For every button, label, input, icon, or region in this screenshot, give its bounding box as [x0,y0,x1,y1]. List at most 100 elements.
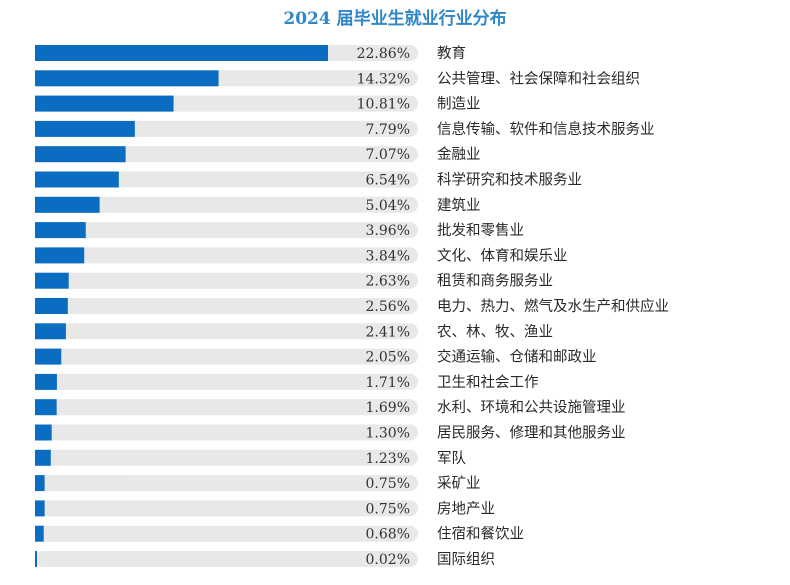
category-label: 建筑业 [437,197,481,214]
data-label: 1.30% [366,426,410,442]
bar-row: 2.56% 电力、热力、燃气及水生产和供应业 [35,297,669,315]
data-label: 0.75% [366,501,410,517]
category-label: 科学研究和技术服务业 [437,172,582,189]
category-label: 信息传输、软件和信息技术服务业 [437,121,655,138]
bar-row: 1.23% 军队 [35,449,466,467]
bar [35,500,45,517]
bar [35,475,45,492]
data-label: 2.05% [366,350,410,366]
bar-track [35,399,418,416]
bar-row: 7.07% 金融业 [35,146,481,163]
bar-row: 2.41% 农、林、牧、渔业 [35,323,553,340]
bar [35,525,44,542]
bar-row: 3.84% 文化、体育和娱乐业 [35,247,568,264]
bar [35,272,69,289]
data-label: 10.81% [357,97,410,113]
bar [35,298,68,314]
bar-row: 2.63% 租赁和商务服务业 [35,272,553,290]
data-label: 7.79% [366,122,410,138]
data-label: 22.86% [357,46,410,62]
bar-track [35,525,418,542]
bar-track [35,449,418,466]
bar [35,551,37,567]
data-label: 1.69% [366,400,410,416]
category-label: 租赁和商务服务业 [437,273,553,290]
bar [35,222,86,239]
bar [35,348,62,365]
bar [35,373,57,390]
bar-row: 0.75% 采矿业 [35,475,481,492]
bar-row: 10.81% 制造业 [35,95,481,113]
bar-track [35,196,418,213]
bar [35,424,52,441]
bar-track [35,373,418,390]
data-label: 7.07% [366,147,410,163]
bar-row: 7.79% 信息传输、软件和信息技术服务业 [35,121,655,138]
bar-row: 6.54% 科学研究和技术服务业 [35,171,582,189]
data-label: 0.02% [366,552,410,568]
bar-track [35,171,418,188]
category-label: 教育 [437,45,466,62]
category-label: 水利、环境和公共设施管理业 [437,398,626,416]
bar-row: 0.75% 房地产业 [35,500,495,517]
data-label: 2.63% [366,274,410,290]
category-label: 交通运输、仓储和邮政业 [437,348,597,366]
bar-row: 0.02% 国际组织 [35,551,495,568]
bar-track [35,222,418,239]
bar-track [35,551,418,567]
category-label: 居民服务、修理和其他服务业 [437,425,626,442]
data-label: 14.32% [357,71,410,87]
category-label: 文化、体育和娱乐业 [437,247,568,264]
bar-row: 2.05% 交通运输、仓储和邮政业 [35,348,597,366]
category-label: 电力、热力、燃气及水生产和供应业 [437,297,669,315]
bar-track [35,500,418,517]
data-label: 3.96% [366,223,410,239]
data-label: 2.41% [366,324,410,340]
category-label: 采矿业 [437,475,481,492]
bar-track [35,146,418,163]
bar-row: 14.32% 公共管理、社会保障和社会组织 [35,69,640,87]
bar-track [35,475,418,492]
bar-track [35,424,418,441]
bar [35,171,119,188]
bar-row: 22.86% 教育 [35,45,466,62]
bar [35,45,328,61]
category-label: 国际组织 [437,551,495,568]
bar [35,449,51,466]
bar [35,70,219,87]
data-label: 6.54% [366,173,410,189]
bar [35,120,135,137]
category-label: 卫生和社会工作 [437,374,539,391]
bar-row: 5.04% 建筑业 [35,196,481,214]
bar-track [35,298,418,314]
bar [35,95,174,112]
data-label: 0.68% [366,527,410,543]
bar [35,196,100,213]
bar-row: 0.68% 住宿和餐饮业 [35,525,524,543]
category-label: 公共管理、社会保障和社会组织 [437,69,640,87]
bar-row: 3.96% 批发和零售业 [35,222,524,239]
category-label: 金融业 [437,146,481,163]
bar [35,146,126,163]
bar [35,323,66,340]
bar-track [35,323,418,340]
data-label: 0.75% [366,476,410,492]
bar-row: 1.69% 水利、环境和公共设施管理业 [35,398,626,416]
bar-track [35,348,418,365]
bar-track [35,247,418,264]
chart-title: 2024 届毕业生就业行业分布 [283,9,507,29]
category-label: 住宿和餐饮业 [437,526,524,543]
category-label: 农、林、牧、渔业 [437,323,553,340]
category-label: 批发和零售业 [437,222,524,239]
bar [35,399,57,416]
category-label: 房地产业 [437,500,495,517]
data-label: 2.56% [366,299,410,315]
category-label: 制造业 [437,96,481,113]
bar-track [35,272,418,289]
data-label: 1.23% [366,451,410,467]
data-label: 5.04% [366,198,410,214]
bar-row: 1.71% 卫生和社会工作 [35,373,539,391]
bar-row: 1.30% 居民服务、修理和其他服务业 [35,424,626,442]
